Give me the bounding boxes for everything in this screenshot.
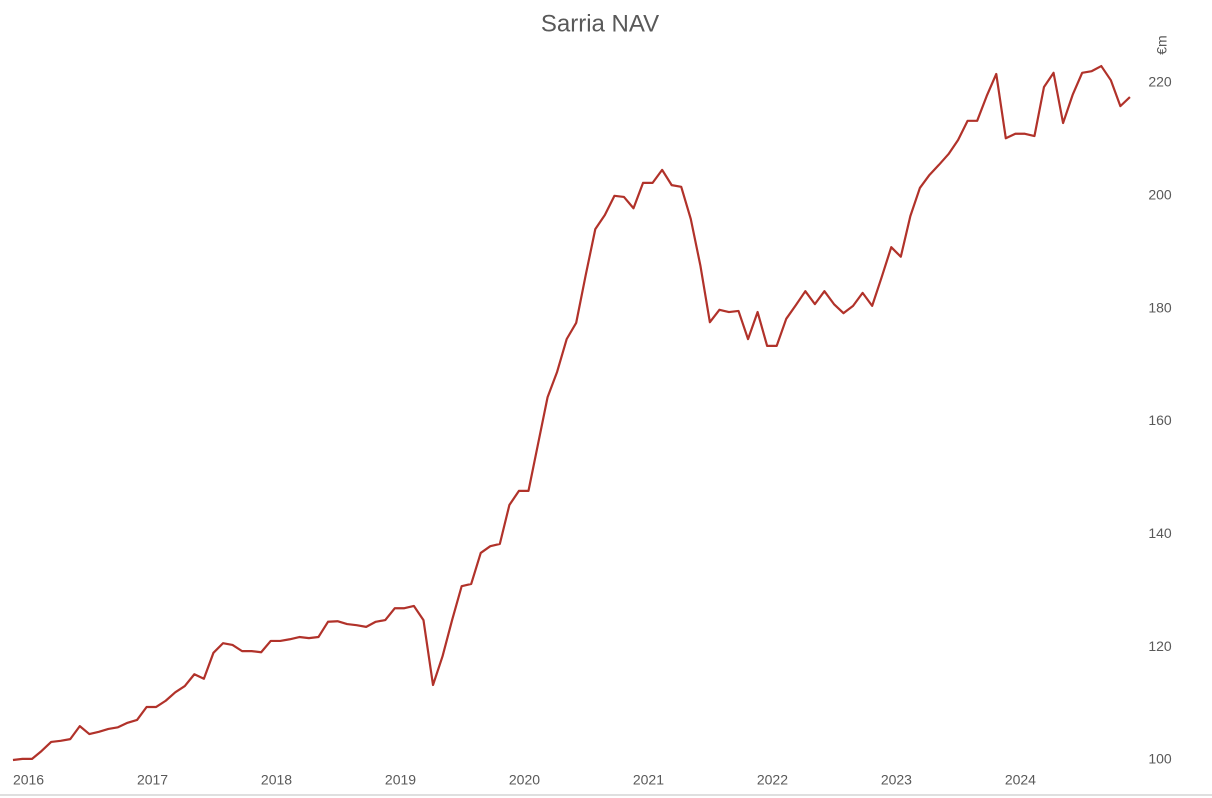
chart-title: Sarria NAV <box>541 10 659 37</box>
x-tick-label: 2024 <box>1005 772 1036 788</box>
y-tick-label: 180 <box>1148 299 1172 315</box>
y-tick-label: 100 <box>1148 751 1172 767</box>
y-tick-label: 160 <box>1148 412 1172 428</box>
x-tick-label: 2016 <box>13 772 44 788</box>
x-tick-label: 2023 <box>881 772 912 788</box>
y-tick-label: 120 <box>1148 638 1172 654</box>
x-tick-label: 2017 <box>137 772 168 788</box>
x-tick-label: 2018 <box>261 772 292 788</box>
y-tick-label: 220 <box>1148 74 1172 90</box>
y-tick-label: 140 <box>1148 525 1172 541</box>
y-tick-label: 200 <box>1148 187 1172 203</box>
y-axis-label: €m <box>1154 35 1170 54</box>
data-line <box>12 64 1131 762</box>
x-tick-label: 2022 <box>757 772 788 788</box>
x-tick-label: 2020 <box>509 772 540 788</box>
x-tick-label: 2019 <box>385 772 416 788</box>
x-tick-label: 2021 <box>633 772 664 788</box>
